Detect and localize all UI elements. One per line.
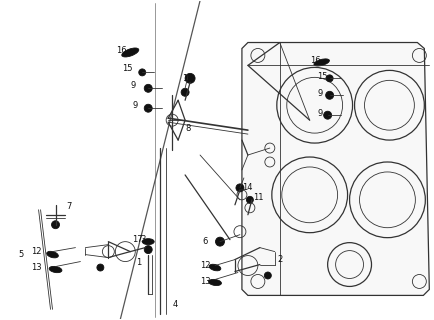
Ellipse shape	[49, 266, 62, 273]
Circle shape	[139, 69, 146, 76]
Circle shape	[216, 237, 224, 246]
Circle shape	[264, 272, 271, 279]
Circle shape	[144, 246, 152, 253]
Text: 15: 15	[122, 64, 133, 73]
Text: 9: 9	[318, 89, 323, 98]
Text: 13: 13	[200, 277, 210, 286]
Text: 14: 14	[242, 183, 253, 192]
Text: 6: 6	[202, 237, 207, 246]
Text: 15: 15	[317, 72, 327, 81]
Ellipse shape	[209, 264, 221, 271]
Circle shape	[144, 84, 152, 92]
Ellipse shape	[47, 251, 58, 258]
Circle shape	[144, 104, 152, 112]
Circle shape	[52, 221, 59, 229]
Circle shape	[326, 75, 333, 82]
Text: 8: 8	[185, 124, 191, 132]
Polygon shape	[242, 43, 429, 295]
Text: 10: 10	[182, 74, 193, 83]
Ellipse shape	[209, 279, 221, 285]
Text: 3: 3	[140, 235, 146, 244]
Text: 16: 16	[116, 46, 127, 55]
Text: 5: 5	[19, 250, 24, 259]
Circle shape	[326, 91, 334, 99]
Text: 9: 9	[132, 101, 138, 110]
Text: 7: 7	[66, 202, 72, 211]
Ellipse shape	[314, 59, 329, 66]
Text: 17: 17	[132, 235, 143, 244]
Circle shape	[97, 264, 104, 271]
Text: 2: 2	[278, 255, 283, 264]
Text: 12: 12	[31, 247, 41, 256]
Circle shape	[181, 88, 189, 96]
Text: 9: 9	[318, 109, 323, 118]
Text: 11: 11	[253, 193, 263, 202]
Circle shape	[185, 73, 195, 83]
Text: 4: 4	[172, 300, 178, 309]
Text: 16: 16	[310, 56, 320, 65]
Ellipse shape	[122, 48, 139, 57]
Circle shape	[236, 184, 244, 192]
Circle shape	[324, 111, 332, 119]
Circle shape	[247, 196, 253, 203]
Text: 9: 9	[130, 81, 135, 90]
Ellipse shape	[142, 239, 154, 244]
Text: 13: 13	[31, 263, 41, 272]
Text: 1: 1	[136, 258, 141, 267]
Text: 12: 12	[200, 261, 210, 270]
